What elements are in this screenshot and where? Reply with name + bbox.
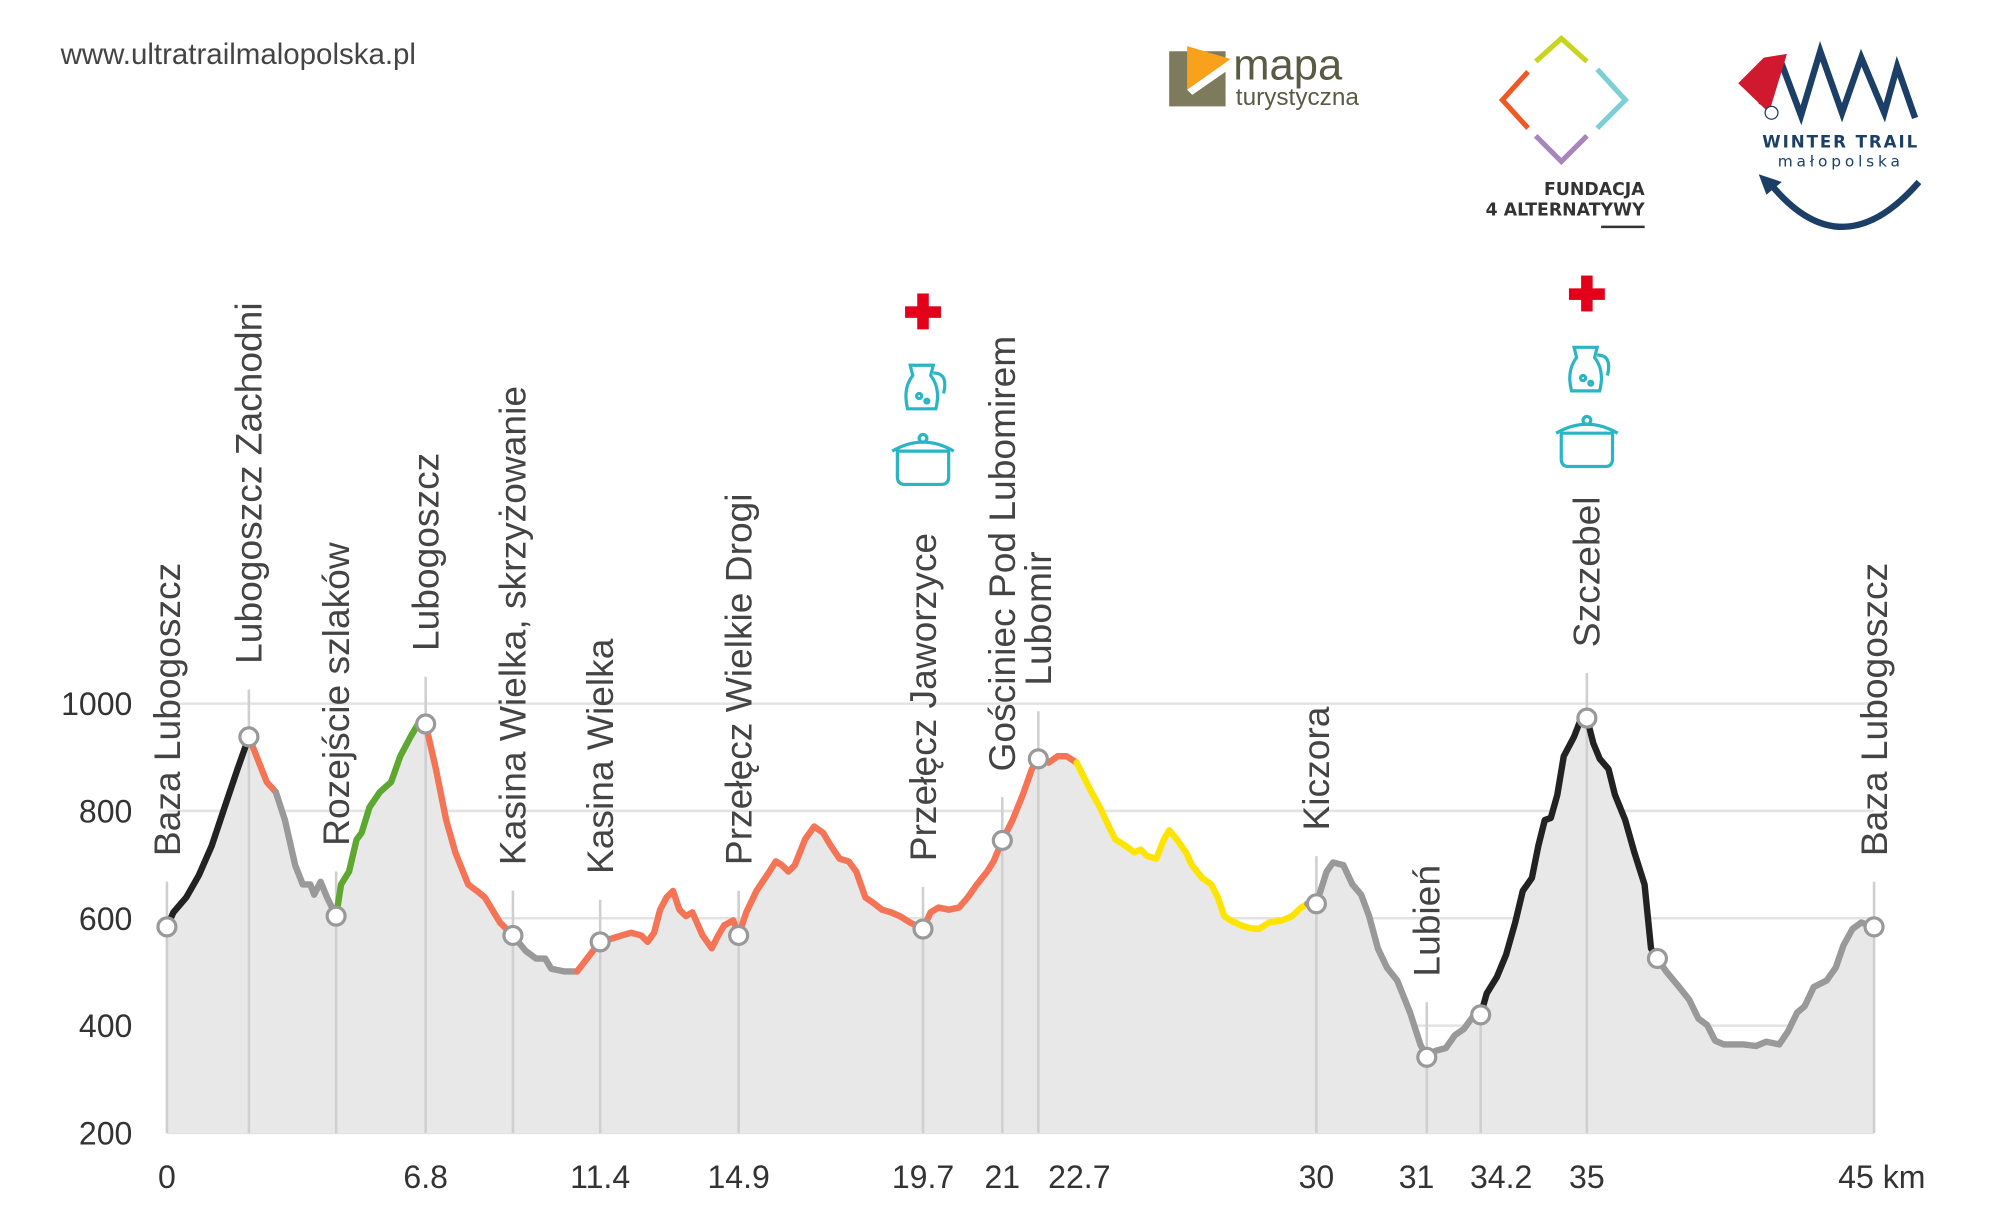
- jug-bubble: [915, 391, 924, 401]
- waypoint-marker: [1576, 707, 1598, 729]
- jug-bubble: [1587, 379, 1595, 387]
- x-tick-label: 45 km: [1838, 1159, 1925, 1195]
- mapa-logo-line1: mapa: [1233, 41, 1343, 89]
- waypoint-name-label: Kasina Wielka: [579, 638, 621, 874]
- waypoint-marker: [1027, 748, 1049, 770]
- waypoint-name-label: Kasina Wielka, skrzyżowanie: [492, 386, 534, 865]
- waypoint-name-label: Lubomir: [1017, 551, 1059, 685]
- profile-segment-gray: [1654, 919, 1878, 1050]
- y-tick-label: 1000: [61, 686, 132, 722]
- first-aid-bar: [917, 293, 929, 330]
- food-pot-icon: [1555, 414, 1619, 469]
- waypoint-labels: Baza Lubogoszcz 0 Lubogoszcz Zachodni Rozej…: [146, 302, 1926, 1195]
- waypoint-markers: [156, 707, 1885, 1068]
- waypoint-marker: [502, 924, 524, 947]
- profile-segment-yellow: [1073, 759, 1311, 933]
- waypoint-marker: [1416, 1046, 1438, 1068]
- area-layer: [166, 718, 1875, 1133]
- waypoint-name-label: Lubogoszcz Zachodni: [228, 302, 270, 663]
- profile-segment-gray: [509, 932, 581, 975]
- jug-bubble: [1578, 373, 1588, 383]
- waypoint-name-label: Rozejście szlaków: [315, 542, 357, 846]
- y-tick-label: 200: [79, 1115, 132, 1151]
- x-tick-label: 21: [984, 1159, 1020, 1195]
- x-tick-label: 35: [1569, 1159, 1605, 1195]
- waypoint-marker: [728, 924, 750, 947]
- mapa-logo-line2: turystyczna: [1236, 84, 1360, 111]
- profile-segment-orange: [422, 720, 517, 939]
- waypoint-name-label: Lubogoszcz: [404, 453, 446, 651]
- jug-body: [904, 363, 940, 411]
- profile-segment-green: [332, 720, 429, 920]
- profile-lines: [163, 714, 1878, 1061]
- first-aid-bar: [1581, 275, 1593, 312]
- waypoint-marker: [156, 916, 178, 938]
- waypoint-marker: [238, 726, 260, 748]
- food-pot-icon: [891, 432, 955, 487]
- y-tick-label: 800: [79, 793, 132, 829]
- waypoint-marker: [589, 931, 611, 953]
- x-tick-label: 34.2: [1470, 1159, 1532, 1195]
- jug-body: [1568, 345, 1603, 393]
- profile-segment-black: [163, 733, 253, 931]
- jug-bubble: [923, 397, 931, 405]
- drink-jug-icon: [904, 363, 947, 411]
- first-aid-icon: [1568, 275, 1605, 312]
- fundacja-logo-line1: FUNDACJA: [1544, 180, 1645, 200]
- pot-knob: [1581, 414, 1593, 426]
- profile-segment-gray: [1304, 859, 1484, 1061]
- waypoint-marker: [1863, 916, 1885, 938]
- waypoint-name-label: Kiczora: [1295, 706, 1337, 830]
- elevation-area: [166, 718, 1875, 1133]
- profile-segment-gray: [272, 788, 340, 920]
- jug-handle: [933, 371, 947, 394]
- waypoint-marker: [325, 905, 347, 927]
- x-tick-label: 31: [1399, 1159, 1435, 1195]
- winter-trail-logo-line1: WINTER TRAIL: [1762, 132, 1919, 151]
- x-tick-label: 0: [158, 1159, 176, 1195]
- profile-segment-orange: [573, 823, 927, 975]
- profile-segment-black: [1477, 714, 1661, 1019]
- aid-station-icons: [891, 275, 1619, 487]
- drink-jug-icon: [1568, 345, 1611, 393]
- waypoint-name-label: Lubień: [1406, 865, 1448, 977]
- waypoint-name-label: Gościniec Pod Lubomirem: [981, 336, 1023, 772]
- mapa-turystyczna-logo: mapa turystyczna: [1169, 41, 1359, 111]
- pot-body: [1559, 431, 1615, 469]
- x-tick-label: 22.7: [1048, 1159, 1110, 1195]
- winter-trail-logo: WINTER TRAIL małopolska: [1738, 40, 1922, 230]
- first-aid-icon: [905, 293, 941, 330]
- x-tick-label: 30: [1299, 1159, 1335, 1195]
- waypoint-marker: [991, 829, 1013, 852]
- waypoint-marker: [1470, 1004, 1492, 1026]
- x-tick-label: 14.9: [707, 1159, 769, 1195]
- profile-segment-orange: [919, 752, 1080, 933]
- pot-body: [895, 449, 951, 487]
- waypoint-marker: [1646, 947, 1669, 970]
- site-url[interactable]: www.ultratrailmalopolska.pl: [60, 38, 416, 71]
- x-tick-label: 19.7: [892, 1159, 954, 1195]
- winter-trail-logo-line2: małopolska: [1778, 153, 1904, 171]
- waypoint-name-label: Baza Lubogoszcz: [146, 563, 188, 856]
- waypoint-marker: [912, 918, 934, 940]
- fundacja-logo-line2: 4 ALTERNATYWY: [1486, 200, 1645, 220]
- jug-handle: [1597, 353, 1611, 376]
- waypoint-marker: [415, 713, 437, 735]
- waypoint-name-label: Przełęcz Wielkie Drogi: [717, 493, 759, 865]
- y-tick-label: 600: [79, 901, 132, 937]
- waypoint-name-label: Szczebel: [1566, 496, 1608, 647]
- y-tick-label: 400: [79, 1008, 132, 1044]
- waypoint-marker: [1305, 893, 1327, 915]
- x-tick-label: 11.4: [570, 1159, 630, 1195]
- waypoint-name-label: Baza Lubogoszcz: [1853, 563, 1895, 856]
- pot-knob: [917, 432, 929, 444]
- x-tick-label: 6.8: [403, 1159, 448, 1195]
- waypoint-name-label: Przełęcz Jaworzyce: [902, 533, 944, 861]
- fundacja-4-alternatywy-logo: FUNDACJA 4 ALTERNATYWY: [1486, 34, 1645, 229]
